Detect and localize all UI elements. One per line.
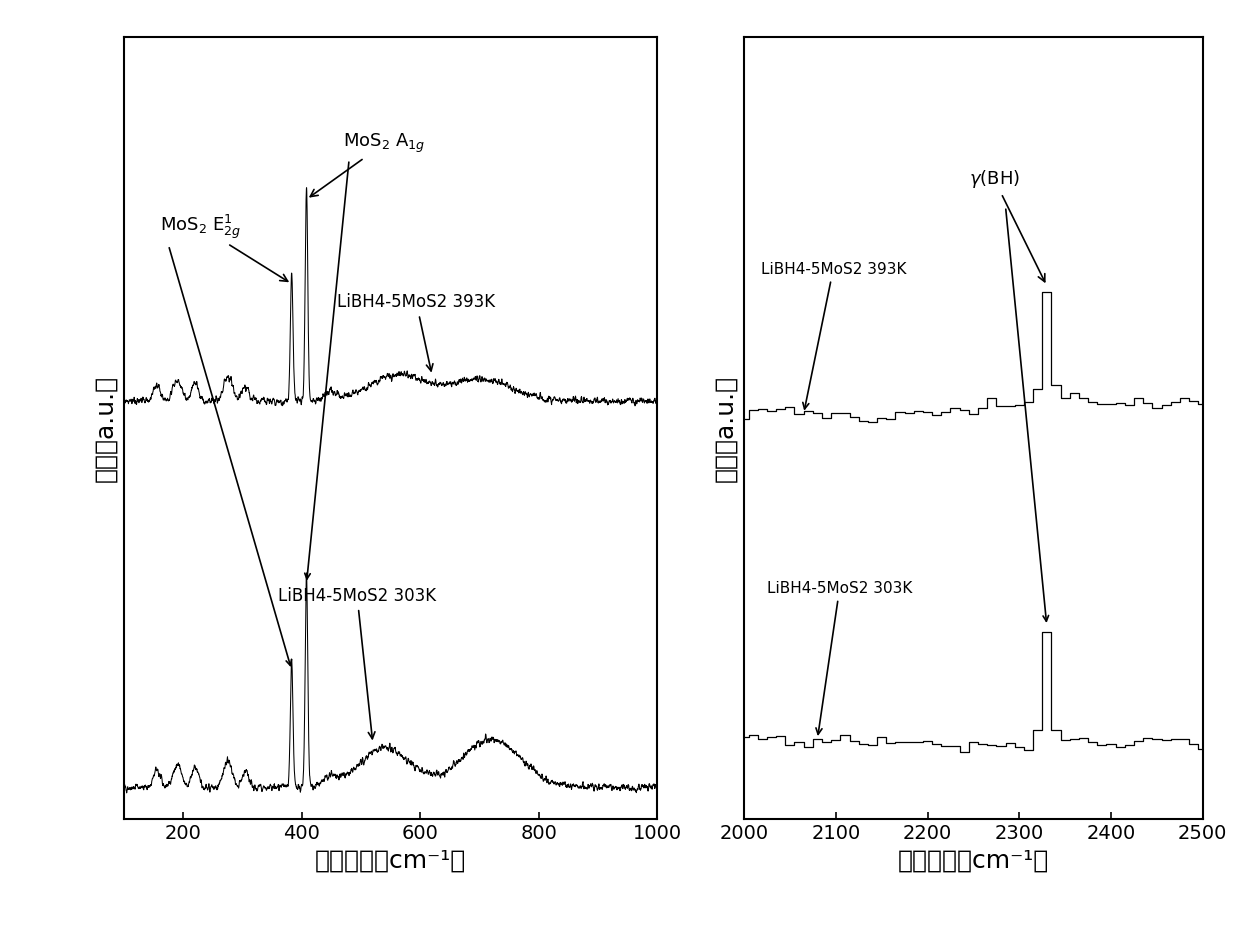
Text: $\gamma$(BH): $\gamma$(BH) xyxy=(968,169,1045,282)
Text: MoS$_2$ A$_{1g}$: MoS$_2$ A$_{1g}$ xyxy=(310,132,425,196)
Text: LiBH4-5MoS2 393K: LiBH4-5MoS2 393K xyxy=(337,293,496,371)
X-axis label: 拉曼位移（cm⁻¹）: 拉曼位移（cm⁻¹） xyxy=(315,849,466,872)
Y-axis label: 强度（a.u.）: 强度（a.u.） xyxy=(93,374,117,482)
Text: LiBH4-5MoS2 393K: LiBH4-5MoS2 393K xyxy=(760,262,906,409)
Text: MoS$_2$ E$^1_{2g}$: MoS$_2$ E$^1_{2g}$ xyxy=(160,212,288,281)
Text: LiBH4-5MoS2 303K: LiBH4-5MoS2 303K xyxy=(766,581,913,735)
Y-axis label: 强度（a.u.）: 强度（a.u.） xyxy=(713,374,737,482)
X-axis label: 拉曼位移（cm⁻¹）: 拉曼位移（cm⁻¹） xyxy=(898,849,1049,872)
Text: LiBH4-5MoS2 303K: LiBH4-5MoS2 303K xyxy=(278,587,436,739)
